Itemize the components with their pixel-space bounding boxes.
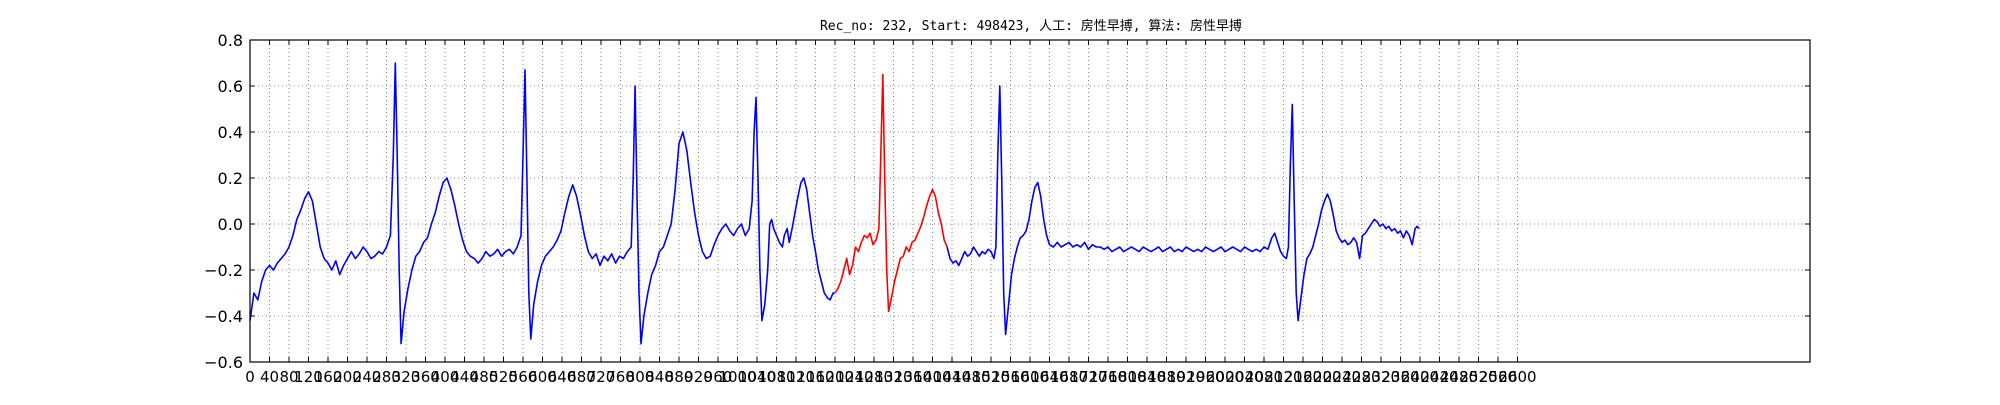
x-axis-ticks: 0 40 8012016020024028032036040044048052056… (245, 40, 1537, 386)
y-tick-label: −0.2 (204, 261, 243, 280)
grid-layer (249, 39, 1810, 363)
y-tick-label: 0.0 (218, 215, 243, 234)
x-tick-label: 2480 (1440, 368, 1478, 386)
x-tick-label: 680 (567, 368, 596, 386)
x-tick-label: 1880 (1147, 368, 1185, 386)
y-tick-label: −0.4 (204, 307, 243, 326)
x-tick-label: 1760 (1089, 368, 1127, 386)
x-tick-label: 1160 (796, 368, 834, 386)
ecg-series-line-3 (946, 85, 1420, 336)
x-tick-label: 480 (470, 368, 499, 386)
x-tick-label: 2080 (1245, 368, 1283, 386)
x-tick-label: 840 (645, 368, 674, 386)
x-tick-label: 520 (489, 368, 518, 386)
x-tick-label: 800 (626, 368, 655, 386)
x-tick-label: 2200 (1303, 368, 1341, 386)
x-tick-label: 40 (260, 368, 279, 386)
x-tick-label: 1720 (1069, 368, 1107, 386)
x-tick-label: 1480 (952, 368, 990, 386)
x-tick-label: 2160 (1284, 368, 1322, 386)
x-tick-label: 1040 (738, 368, 776, 386)
x-tick-label: 2440 (1420, 368, 1458, 386)
x-tick-label: 1840 (1128, 368, 1166, 386)
x-tick-label: 120 (294, 368, 323, 386)
x-tick-label: 1360 (894, 368, 932, 386)
y-tick-label: 0.2 (218, 169, 243, 188)
x-tick-label: 2360 (1381, 368, 1419, 386)
x-tick-label: 2520 (1459, 368, 1497, 386)
x-tick-label: 1280 (855, 368, 893, 386)
x-tick-label: 1320 (874, 368, 912, 386)
x-tick-label: 1960 (1186, 368, 1224, 386)
y-axis-ticks: −0.6 −0.4 −0.2 0.0 0.2 0.4 0.6 0.8 (204, 31, 1810, 372)
x-tick-label: 1120 (777, 368, 815, 386)
x-tick-label: 0 (245, 368, 255, 386)
x-tick-label: 1440 (933, 368, 971, 386)
x-tick-label: 160 (314, 368, 343, 386)
x-tick-label: 1920 (1167, 368, 1205, 386)
y-tick-label: −0.6 (204, 353, 243, 372)
x-tick-label: 200 (333, 368, 362, 386)
ecg-series-line-1 (249, 62, 835, 345)
x-tick-label: 760 (606, 368, 635, 386)
x-tick-label: 280 (372, 368, 401, 386)
chart-title: Rec_no: 232, Start: 498423, 人工: 房性早搏, 算法… (820, 18, 1242, 34)
x-tick-label: 2240 (1323, 368, 1361, 386)
x-tick-label: 1800 (1108, 368, 1146, 386)
x-tick-label: 2000 (1206, 368, 1244, 386)
x-tick-label: 1560 (991, 368, 1029, 386)
x-tick-label: 640 (548, 368, 577, 386)
x-tick-label: 80 (279, 368, 298, 386)
x-tick-label: 1600 (1011, 368, 1049, 386)
x-tick-label: 2280 (1342, 368, 1380, 386)
series-layer (249, 62, 1420, 345)
x-tick-label: 1200 (816, 368, 854, 386)
x-tick-label: 1000 (718, 368, 756, 386)
x-tick-label: 2120 (1264, 368, 1302, 386)
x-tick-label: 1080 (757, 368, 795, 386)
x-tick-label: 400 (431, 368, 460, 386)
x-tick-label: 1680 (1050, 368, 1088, 386)
x-tick-label: 440 (450, 368, 479, 386)
x-tick-label: 2400 (1401, 368, 1439, 386)
x-tick-label: 360 (411, 368, 440, 386)
y-tick-label: 0.6 (218, 77, 243, 96)
x-tick-label: 1640 (1030, 368, 1068, 386)
x-tick-label: 1400 (913, 368, 951, 386)
x-tick-label: 2040 (1225, 368, 1263, 386)
x-tick-label: 880 (665, 368, 694, 386)
x-tick-label: 920 (684, 368, 713, 386)
x-tick-label: 600 (528, 368, 557, 386)
x-tick-label: 320 (392, 368, 421, 386)
x-tick-label: 2600 (1498, 368, 1536, 386)
x-tick-label: 240 (353, 368, 382, 386)
x-tick-label: 2560 (1479, 368, 1517, 386)
x-tick-label: 1520 (972, 368, 1010, 386)
x-tick-label: 960 (704, 368, 733, 386)
x-tick-label: 720 (587, 368, 616, 386)
x-tick-label: 1240 (835, 368, 873, 386)
ecg-series-line-2 (834, 73, 948, 313)
y-tick-label: 0.8 (218, 31, 243, 50)
y-tick-label: 0.4 (218, 123, 243, 142)
x-tick-label: 2320 (1362, 368, 1400, 386)
x-tick-label: 560 (509, 368, 538, 386)
